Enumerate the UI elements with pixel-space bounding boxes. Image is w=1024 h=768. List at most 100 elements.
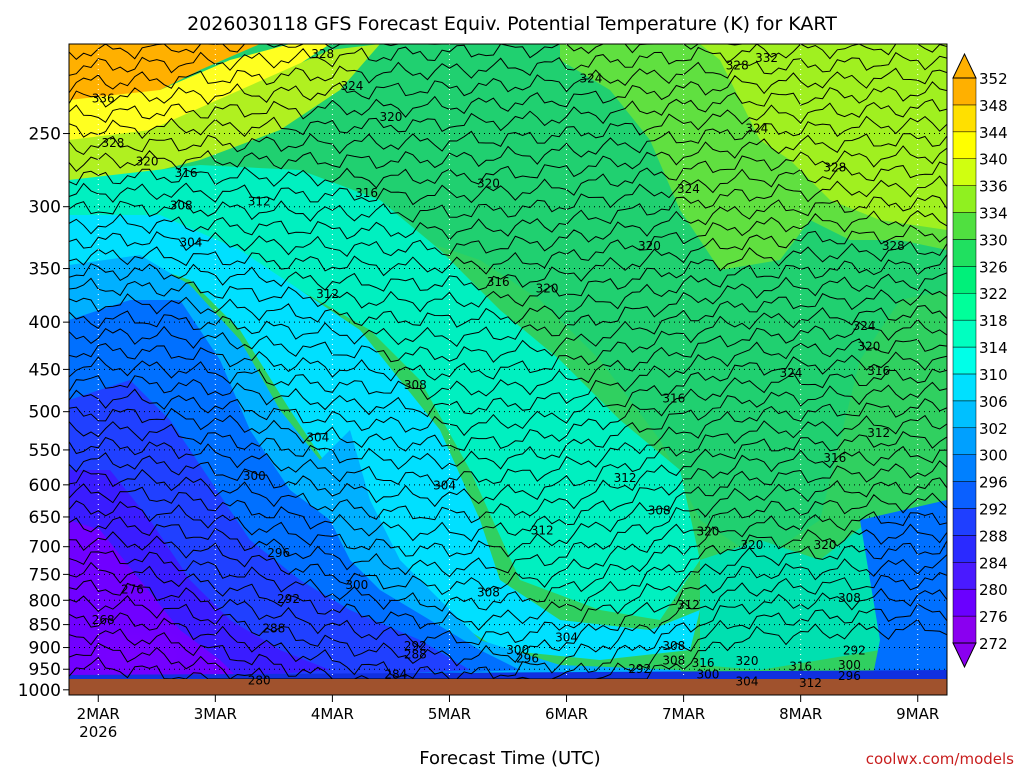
colorbar-segment	[952, 615, 977, 644]
contour-label: 280	[248, 673, 271, 687]
contour-line	[69, 492, 947, 596]
y-tick-label: 300	[29, 198, 61, 218]
colorbar-label: 322	[979, 285, 1008, 303]
colorbar-label: 344	[979, 124, 1008, 142]
x-axis-title: Forecast Time (UTC)	[419, 748, 600, 768]
x-tick-label: 8MAR	[779, 705, 822, 723]
colorbar-label: 300	[979, 447, 1008, 465]
contour-label: 312	[677, 598, 700, 612]
contour-line	[69, 195, 947, 258]
contour-label: 320	[814, 538, 837, 552]
contour-label: 320	[858, 339, 881, 353]
contour-label: 276	[121, 583, 144, 597]
contour-label: 308	[648, 504, 671, 518]
x-tick-label: 4MAR	[311, 705, 354, 723]
y-tick-label: 500	[29, 403, 61, 423]
contour-label: 312	[316, 287, 339, 301]
contour-label: 308	[477, 586, 500, 600]
contour-label: 292	[277, 592, 300, 606]
contour-label: 324	[853, 319, 876, 333]
contour-line	[69, 445, 947, 542]
colorbar-segment	[952, 292, 977, 321]
contour-label: 320	[477, 176, 500, 190]
contour-line	[69, 52, 947, 108]
contour-label: 312	[614, 471, 637, 485]
contour-line	[69, 288, 947, 363]
colorbar-segment	[952, 239, 977, 267]
credit-link[interactable]: coolwx.com/models	[866, 750, 1014, 768]
contour-label: 320	[740, 538, 763, 552]
colorbar-label: 292	[979, 500, 1008, 518]
contour-label: 304	[306, 430, 329, 444]
colorbar-label: 288	[979, 527, 1008, 545]
contour-label: 288	[404, 648, 427, 662]
contour-label: 320	[536, 282, 559, 296]
field-region-right-blue	[860, 500, 947, 690]
x-tick-label: 5MAR	[428, 705, 471, 723]
contour-label: 328	[882, 239, 905, 253]
y-tick-label: 1000	[18, 681, 61, 701]
x-tick-label: 2MAR	[77, 705, 120, 723]
contour-line	[69, 351, 947, 437]
contour-label: 324	[779, 366, 802, 380]
contour-label: 312	[799, 676, 822, 690]
contour-line	[69, 272, 947, 348]
contour-label: 308	[838, 591, 861, 605]
colorbar-segment	[952, 212, 977, 240]
colorbar-label: 296	[979, 474, 1008, 492]
contour-label: 308	[170, 198, 193, 212]
grid	[69, 44, 947, 695]
colorbar-label: 310	[979, 366, 1008, 384]
contour-label: 296	[838, 669, 861, 683]
colorbar-segment	[952, 266, 977, 294]
colorbar-label: 334	[979, 205, 1008, 223]
field-region-purple-core	[69, 625, 200, 685]
contour-label: 328	[726, 58, 749, 72]
contour-line	[69, 99, 947, 156]
chart-title: 2026030118 GFS Forecast Equiv. Potential…	[187, 13, 837, 35]
contour-label: 316	[487, 275, 510, 289]
contour-label: 324	[579, 72, 602, 86]
contour-label: 328	[101, 136, 124, 150]
colorbar-label: 336	[979, 178, 1008, 196]
contour-line	[69, 318, 947, 401]
y-tick-label: 950	[29, 660, 61, 680]
contour-label: 300	[838, 658, 861, 672]
colorbar-label: 348	[979, 97, 1008, 115]
x-tick-label: 7MAR	[662, 705, 705, 723]
y-tick-label: 450	[29, 360, 61, 380]
y-tick-label: 900	[29, 639, 61, 659]
contour-label: 300	[697, 668, 720, 682]
colorbar-segment	[952, 535, 977, 563]
contour-label: 304	[179, 236, 202, 250]
contour-label: 296	[516, 652, 539, 666]
contour-label: 332	[755, 51, 778, 65]
colorbar-segment	[952, 588, 977, 617]
contour-label: 316	[789, 660, 812, 674]
contour-label: 316	[662, 392, 685, 406]
contour-line	[69, 175, 947, 241]
contour-label: 308	[662, 653, 685, 667]
colorbar-segment	[952, 427, 977, 455]
contour-line	[69, 145, 947, 206]
contour-label: 320	[697, 525, 720, 539]
contour-label: 292	[404, 639, 427, 653]
x-tick-sublabel: 2026	[79, 723, 117, 741]
y-tick-label: 800	[29, 591, 61, 611]
contour-label: 304	[433, 479, 456, 493]
contour-label: 308	[404, 378, 427, 392]
colorbar-label: 330	[979, 231, 1008, 249]
y-tick-label: 750	[29, 565, 61, 585]
x-tick-label: 6MAR	[545, 705, 588, 723]
contour-label: 328	[311, 47, 334, 61]
contour-label: 292	[843, 644, 866, 658]
contour-label: 316	[355, 186, 378, 200]
colorbar: 272 276 280 284 288 292 296 300 302 306 310 314 318 3…	[952, 52, 1008, 669]
contour-label: 316	[867, 364, 890, 378]
colorbar-segment	[952, 77, 977, 106]
contour-label: 324	[677, 182, 700, 196]
contour-label: 304	[555, 631, 578, 645]
